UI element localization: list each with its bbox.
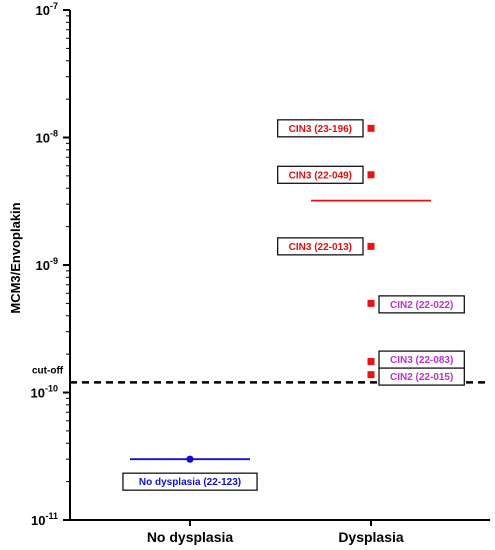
y-tick-label: 10-10 bbox=[31, 384, 58, 401]
point-label: CIN3 (22-083) bbox=[390, 355, 453, 366]
data-point bbox=[367, 358, 375, 366]
data-point bbox=[367, 242, 375, 250]
chart-marks: cut-off No dysplasia (22-123) CIN3 (23-196… bbox=[32, 119, 490, 491]
point-label: No dysplasia (22-123) bbox=[139, 477, 241, 488]
y-tick-label: 10-8 bbox=[36, 129, 58, 146]
y-tick-label: 10-11 bbox=[31, 511, 58, 528]
point-label-box bbox=[122, 472, 258, 491]
point-label-box bbox=[277, 237, 364, 256]
y-tick-label: 10-7 bbox=[36, 1, 58, 18]
axes: 10-7 10-8 10-9 10-10 10-11 No dysplasia Dyspla… bbox=[31, 1, 490, 545]
data-point bbox=[367, 299, 375, 307]
point-label-box bbox=[378, 295, 465, 314]
x-category-label: No dysplasia bbox=[147, 529, 234, 545]
y-axis-label: MCM3/Envoplakin bbox=[8, 202, 23, 313]
y-tick-label: 10-9 bbox=[36, 256, 58, 273]
point-label: CIN3 (22-013) bbox=[289, 242, 352, 253]
point-label-box bbox=[277, 165, 364, 184]
data-point bbox=[186, 455, 194, 463]
point-label: CIN2 (22-022) bbox=[390, 300, 453, 311]
point-label-box bbox=[277, 119, 364, 138]
point-label-box bbox=[378, 367, 465, 386]
point-label: CIN3 (22-049) bbox=[289, 170, 352, 181]
data-point bbox=[367, 171, 375, 179]
point-label: CIN2 (22-015) bbox=[390, 372, 453, 383]
cutoff-label: cut-off bbox=[32, 365, 64, 376]
data-point bbox=[367, 371, 375, 379]
data-point bbox=[367, 124, 375, 132]
point-label: CIN3 (23-196) bbox=[289, 124, 352, 135]
x-category-label: Dysplasia bbox=[338, 529, 404, 545]
